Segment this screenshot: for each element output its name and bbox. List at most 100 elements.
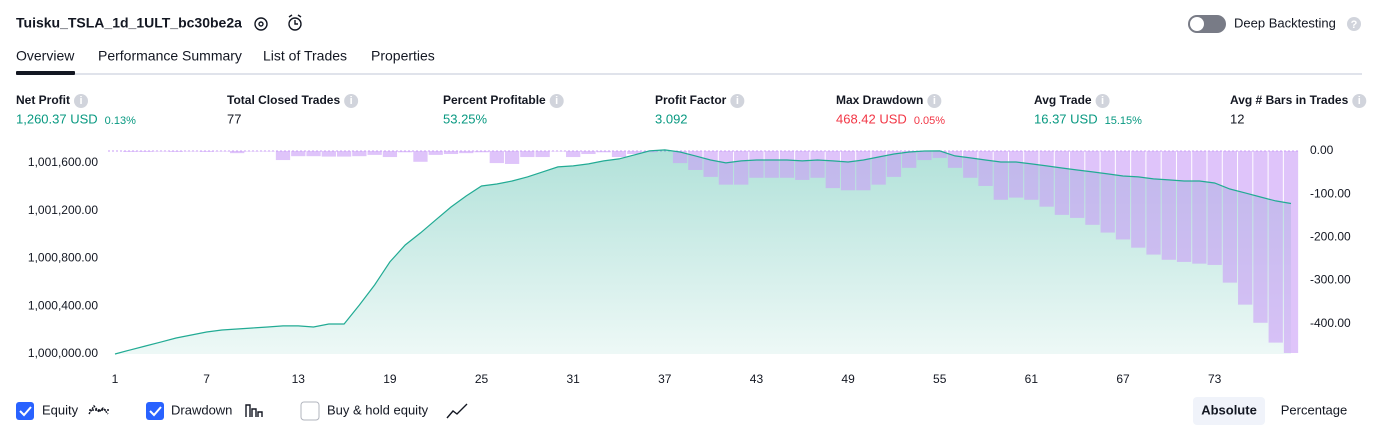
drawdown-bar [336,151,352,157]
drawdown-bar [1070,151,1085,218]
drawdown-bar [382,151,398,158]
drawdown-bar [871,151,886,185]
drawdown-bar [810,151,825,178]
x-tick-label: 13 [292,372,306,386]
drawdown-bar [1222,151,1238,283]
info-icon[interactable] [730,94,745,108]
drawdown-bar [566,151,581,158]
drawdown-bar [825,151,840,189]
y2-tick-label: -300.00 [1310,273,1351,287]
drawdown-bar [642,151,657,153]
buy-hold-checkbox[interactable] [300,401,320,421]
drawdown-bar [1161,151,1176,260]
drawdown-bar [1131,151,1146,248]
drawdown-bar [917,151,932,161]
x-tick-label: 61 [1025,372,1039,386]
legend-label[interactable]: Drawdown [171,402,232,417]
help-icon[interactable]: ? [1347,17,1361,31]
metric-value: 77 [227,111,241,126]
equity-legend-icon [88,404,110,415]
metric-value: 53.25% [443,111,488,126]
metric-value: 16.37 USD [1034,111,1098,126]
drawdown-checkbox[interactable] [146,402,164,420]
x-tick-label: 7 [203,372,210,386]
info-icon[interactable] [74,94,88,108]
tab[interactable]: Overview [16,48,75,64]
equity-line [114,149,1292,355]
drawdown-bar [1085,151,1100,225]
drawdown-bar [611,151,627,158]
drawdown-bar [321,151,336,157]
drawdown-bar [749,151,764,178]
drawdown-bar [367,151,382,155]
x-tick-label: 43 [750,372,764,386]
metric-label: Avg # Bars in Trades [1230,93,1349,107]
alert-icon[interactable] [288,14,302,31]
settings-icon[interactable] [254,17,268,31]
x-tick-label: 1 [112,372,119,386]
drawdown-bar [1207,151,1222,265]
drawdown-bar [581,151,596,155]
drawdown-bar [230,151,245,154]
drawdown-bar [764,151,779,178]
y2-tick-label: 0.00 [1310,143,1334,157]
drawdown-bar [1100,151,1115,233]
drawdown-bar [459,151,474,154]
info-icon-mark: i [736,95,739,107]
drawdown-bar [199,151,214,152]
tab[interactable]: Performance Summary [98,48,242,64]
drawdown-bar [275,151,291,161]
drawdown-bar [168,151,184,152]
legend-label[interactable]: Buy & hold equity [327,402,429,417]
drawdown-bar [932,151,947,158]
legend-label[interactable]: Equity [42,402,79,417]
info-icon[interactable] [344,94,359,108]
tab[interactable]: Properties [371,48,435,64]
drawdown-bar [428,151,443,155]
drawdown-bar [947,151,963,168]
info-icon[interactable] [927,94,942,108]
drawdown-bar [886,151,902,177]
drawdown-bar [1283,151,1299,353]
drawdown-bar [963,151,978,178]
mode-button[interactable]: Absolute [1201,402,1257,417]
drawdown-bar [504,151,520,164]
x-tick-label: 37 [658,372,672,386]
drawdown-bar [902,151,917,168]
drawdown-bar [306,151,321,157]
deep-backtesting-label: Deep Backtesting [1234,15,1336,30]
svg-text:?: ? [1351,19,1358,31]
info-icon[interactable] [1352,94,1367,108]
metric-label: Percent Profitable [443,93,546,107]
metric-label: Profit Factor [655,93,727,107]
x-tick-label: 31 [567,372,581,386]
drawdown-bar [352,151,367,157]
drawdown-bar [1054,151,1070,215]
equity-checkbox[interactable] [16,402,34,420]
info-icon[interactable] [549,94,564,108]
equity-area [115,149,1291,354]
info-icon[interactable] [1095,94,1110,108]
drawdown-bar [1238,151,1253,305]
strategy-title: Tuisku_TSLA_1d_1ULT_bc30be2a [16,15,242,31]
drawdown-bar [535,151,550,158]
metric-label: Net Profit [16,93,70,107]
info-icon-mark: i [933,95,936,107]
drawdown-bar [443,151,459,155]
deep-backtesting-switch[interactable] [1188,15,1226,33]
y2-tick-label: -200.00 [1310,229,1351,243]
tab[interactable]: List of Trades [263,48,347,64]
y-tick-label: 1,001,600.00 [28,155,98,169]
y2-tick-label: -100.00 [1310,186,1351,200]
drawdown-bar [1115,151,1131,240]
mode-button[interactable]: Percentage [1281,402,1348,417]
drawdown-legend-icon [245,404,263,417]
metric-value: 468.42 USD [836,111,907,126]
drawdown-bar [672,151,688,164]
drawdown-bar [474,151,489,153]
drawdown-bar [413,151,428,162]
drawdown-bar [1024,151,1039,200]
drawdown-bar [1039,151,1054,207]
